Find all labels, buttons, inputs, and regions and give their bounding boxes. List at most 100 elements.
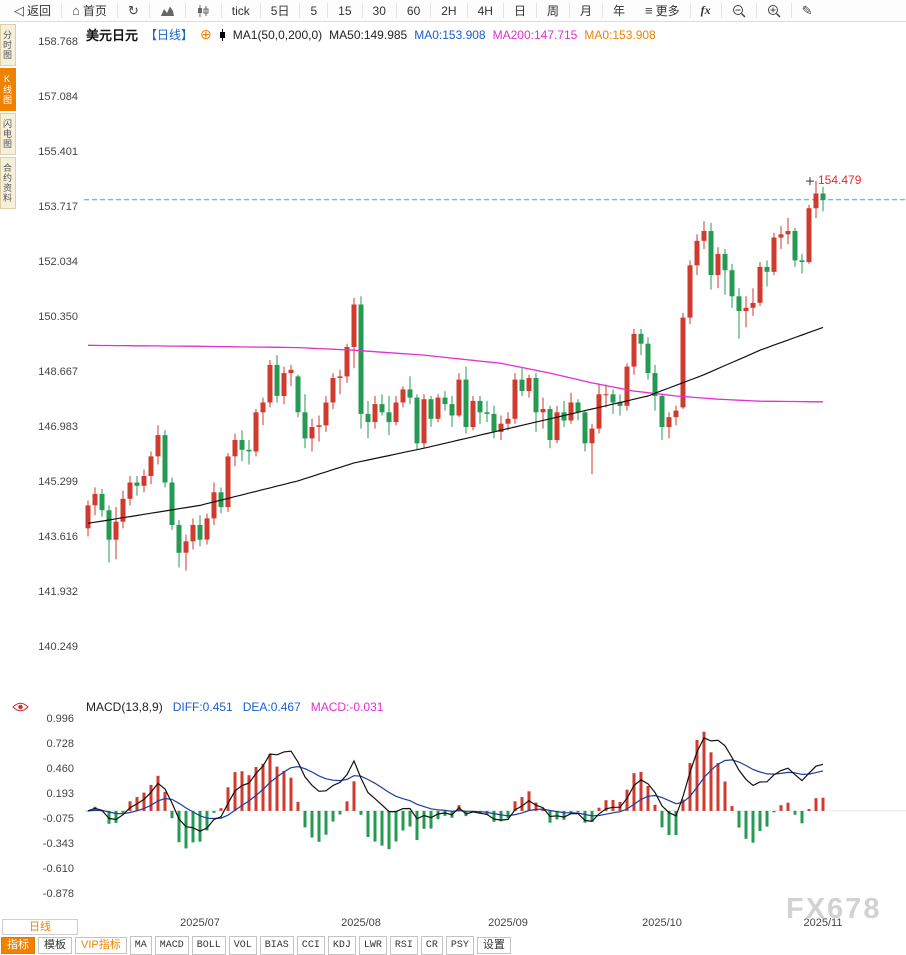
svg-text:-0.878: -0.878 xyxy=(43,888,74,900)
draw-button[interactable]: ✎ xyxy=(792,3,823,18)
symbol-name: 美元日元 xyxy=(86,28,139,43)
indicator-visibility-button[interactable] xyxy=(12,701,29,713)
ma0-orange-value: MA0:153.908 xyxy=(584,27,656,42)
ma200-line xyxy=(87,344,823,403)
bottom-tab-模板[interactable]: 模板 xyxy=(38,936,72,954)
eye-icon xyxy=(12,702,29,712)
toolbar-period-周[interactable]: 周 xyxy=(537,3,570,18)
side-tab-strip: 分时图 K线图闪电图合约资料 xyxy=(0,24,16,209)
toolbar-period-15[interactable]: 15 xyxy=(328,3,363,18)
svg-text:145.299: 145.299 xyxy=(38,476,78,488)
side-tab-合约资料[interactable]: 合约资料 xyxy=(0,157,16,209)
svg-text:143.616: 143.616 xyxy=(38,531,78,543)
top-toolbar: ◁ 返回 ⌂ 首页 ↻ tick 5日 5 15 30 60 2H 4H 日周月年 ≡ 更多 f… xyxy=(0,0,906,22)
ma-legend-candle-icon xyxy=(219,28,226,41)
toolbar-period-年[interactable]: 年 xyxy=(612,4,625,18)
toolbar-period-月[interactable]: 月 xyxy=(570,3,603,18)
ma50-line xyxy=(87,326,824,524)
back-arrow-icon: ◁ xyxy=(14,3,24,18)
home-button[interactable]: ⌂ 首页 xyxy=(62,3,118,18)
svg-text:141.932: 141.932 xyxy=(38,586,78,598)
macd-header: MACD(13,8,9) DIFF:0.451 DEA:0.467 MACD:-… xyxy=(86,700,383,714)
bottom-tab-bar: 指标 模板 VIP指标 MA MACD BOLL VOL BIAS CCI KDJ LWR RSI CR… xyxy=(1,935,511,955)
candles-group xyxy=(85,181,826,571)
macd-params-label: MACD(13,8,9) xyxy=(86,700,163,714)
side-tab-分时图[interactable]: 分时图 xyxy=(0,24,16,66)
home-icon: ⌂ xyxy=(72,3,80,18)
area-chart-type-button[interactable] xyxy=(150,3,186,18)
x-axis-label: 2025/10 xyxy=(642,917,682,929)
fx-label: fx xyxy=(700,3,711,17)
current-period-box[interactable]: 日线 xyxy=(2,919,78,935)
bottom-tab-BIAS[interactable]: BIAS xyxy=(259,935,294,955)
ma0-blue-value: MA0:153.908 xyxy=(414,27,486,42)
bottom-tab-CR[interactable]: CR xyxy=(420,935,443,955)
bottom-tab-VIP指标[interactable]: VIP指标 xyxy=(75,936,127,954)
x-axis-label: 2025/11 xyxy=(803,917,843,929)
hamburger-icon: ≡ xyxy=(645,3,653,18)
dea-value: DEA:0.467 xyxy=(242,700,301,714)
macd-value: MACD:-0.031 xyxy=(310,700,384,714)
candle-chart-type-button[interactable] xyxy=(186,3,222,18)
svg-text:158.768: 158.768 xyxy=(38,36,78,48)
diff-line xyxy=(87,737,824,832)
zoom-in-icon xyxy=(767,4,781,18)
pencil-icon: ✎ xyxy=(801,3,813,18)
zoom-in-button[interactable] xyxy=(757,3,792,18)
svg-text:0.193: 0.193 xyxy=(46,788,74,800)
svg-text:146.983: 146.983 xyxy=(38,421,78,433)
svg-text:0.460: 0.460 xyxy=(46,763,74,775)
toolbar-period-4H[interactable]: 4H xyxy=(468,3,504,18)
bottom-tab-MA[interactable]: MA xyxy=(129,935,152,955)
svg-text:-0.075: -0.075 xyxy=(43,813,74,825)
diff-value: DIFF:0.451 xyxy=(172,700,233,714)
svg-text:153.717: 153.717 xyxy=(38,201,78,213)
refresh-button[interactable]: ↻ xyxy=(118,3,150,18)
fx678-watermark: FX678 xyxy=(786,893,882,925)
macd-histogram xyxy=(86,731,825,850)
toolbar-period-5日[interactable]: 5日 xyxy=(261,3,301,18)
high-price-label: 154.479 xyxy=(818,173,862,187)
bottom-tab-RSI[interactable]: RSI xyxy=(389,935,418,955)
bottom-tab-MACD[interactable]: MACD xyxy=(154,935,189,955)
zoom-out-button[interactable] xyxy=(722,3,757,18)
bottom-tab-CCI[interactable]: CCI xyxy=(296,935,325,955)
toolbar-period-30[interactable]: 30 xyxy=(363,3,397,18)
candlestick-chart-icon xyxy=(196,4,211,17)
price-chart-header: 美元日元 【日线】 ⊕ MA1(50,0,200,0) MA50:149.985… xyxy=(86,25,656,44)
svg-text:0.996: 0.996 xyxy=(46,713,74,725)
side-tab-闪电图[interactable]: 闪电图 xyxy=(0,113,16,155)
toolbar-period-5[interactable]: 5 xyxy=(300,3,329,18)
ma50-value: MA50:149.985 xyxy=(329,27,408,42)
fx-indicator-button[interactable]: fx xyxy=(691,3,722,18)
macd-chart[interactable]: 0.996 0.728 0.460 0.193 -0.075 -0.343 -0.610 -0… xyxy=(0,698,906,908)
toolbar-period-60[interactable]: 60 xyxy=(397,3,432,18)
bottom-tab-指标[interactable]: 指标 xyxy=(1,936,35,954)
x-axis-label: 2025/07 xyxy=(180,917,220,929)
ma200-value: MA200:147.715 xyxy=(492,27,578,42)
ma-params-label: MA1(50,0,200,0) xyxy=(232,27,323,42)
price-chart[interactable]: 158.768 157.084 155.401 153.717 152.034 150.3… xyxy=(0,22,906,674)
bottom-tab-设置[interactable]: 设置 xyxy=(476,936,511,954)
refresh-icon: ↻ xyxy=(127,3,139,18)
bottom-tab-BOLL[interactable]: BOLL xyxy=(191,935,226,955)
toolbar-period-2H[interactable]: 2H xyxy=(431,3,468,18)
bottom-tab-VOL[interactable]: VOL xyxy=(228,935,257,955)
more-label: 更多 xyxy=(655,4,680,18)
add-favorite-icon[interactable]: ⊕ xyxy=(200,26,212,42)
svg-text:148.667: 148.667 xyxy=(38,366,78,378)
zoom-out-icon xyxy=(732,4,746,18)
toolbar-period-tick[interactable]: tick xyxy=(222,3,261,18)
svg-text:140.249: 140.249 xyxy=(38,641,78,653)
svg-text:155.401: 155.401 xyxy=(38,146,78,158)
more-button[interactable]: ≡ 更多 xyxy=(635,3,691,18)
svg-text:152.034: 152.034 xyxy=(38,256,78,268)
bottom-tab-PSY[interactable]: PSY xyxy=(445,935,474,955)
side-tab-K线图[interactable]: K线图 xyxy=(0,68,16,111)
area-chart-icon xyxy=(160,5,175,17)
toolbar-period-日[interactable]: 日 xyxy=(504,3,537,18)
x-axis: 2025/07 2025/08 2025/09 2025/10 2025/11 xyxy=(0,917,906,932)
bottom-tab-KDJ[interactable]: KDJ xyxy=(327,935,356,955)
back-button[interactable]: ◁ 返回 xyxy=(4,3,63,18)
bottom-tab-LWR[interactable]: LWR xyxy=(358,935,387,955)
